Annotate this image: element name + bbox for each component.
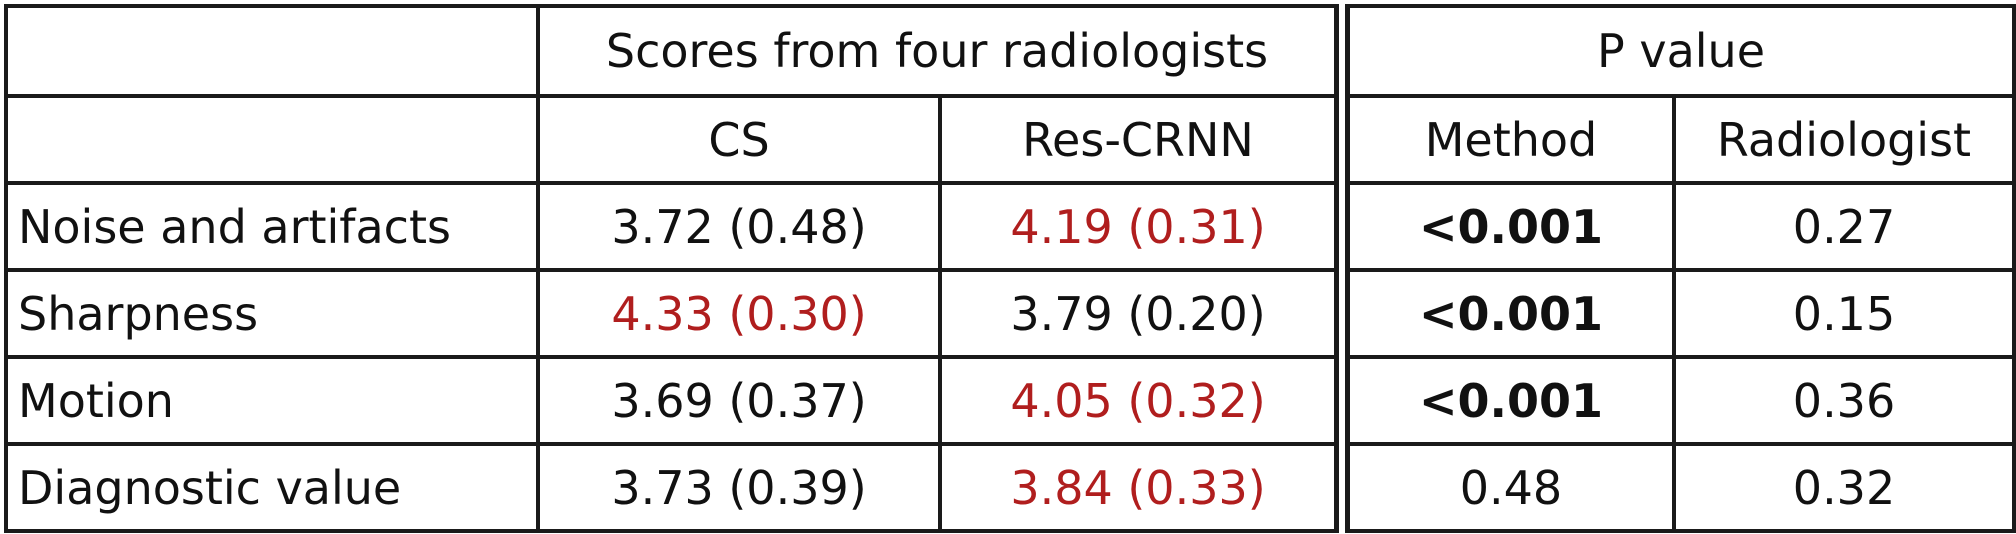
col-header-rescrnn: Res-CRNN [938, 94, 1344, 185]
p-value-group-header: P value [1333, 4, 2016, 98]
row-label: Diagnostic value [4, 442, 540, 533]
header-row-groups: Scores from four radiologists P value [4, 4, 2016, 98]
score-table: Scores from four radiologists P value CS… [4, 4, 2016, 533]
row-label: Noise and artifacts [4, 181, 540, 272]
cs-score: 3.72 (0.48) [536, 181, 942, 272]
method-p-value: <0.001 [1334, 268, 1676, 359]
rescrnn-score: 3.79 (0.20) [938, 268, 1344, 359]
table-row: Motion 3.69 (0.37) 4.05 (0.32) <0.001 0.… [4, 355, 2016, 446]
radiologist-p-value: 0.32 [1671, 442, 2016, 533]
col-header-method: Method [1334, 94, 1676, 185]
corner-cell-2 [4, 94, 540, 185]
rescrnn-score: 4.05 (0.32) [938, 355, 1344, 446]
radiologist-p-value: 0.36 [1671, 355, 2016, 446]
corner-cell [4, 4, 540, 98]
rescrnn-score: 4.19 (0.31) [938, 181, 1344, 272]
table-row: Diagnostic value 3.73 (0.39) 3.84 (0.33)… [4, 442, 2016, 533]
row-label: Motion [4, 355, 540, 446]
col-header-cs: CS [536, 94, 942, 185]
header-row-columns: CS Res-CRNN Method Radiologist [4, 94, 2016, 185]
scores-group-header: Scores from four radiologists [536, 4, 1344, 98]
cs-score: 4.33 (0.30) [536, 268, 942, 359]
cs-score: 3.69 (0.37) [536, 355, 942, 446]
cs-score: 3.73 (0.39) [536, 442, 942, 533]
method-p-value: <0.001 [1334, 181, 1676, 272]
col-header-radiologist: Radiologist [1671, 94, 2016, 185]
table-row: Sharpness 4.33 (0.30) 3.79 (0.20) <0.001… [4, 268, 2016, 359]
radiologist-p-value: 0.15 [1671, 268, 2016, 359]
row-label: Sharpness [4, 268, 540, 359]
method-p-value: 0.48 [1334, 442, 1676, 533]
table-row: Noise and artifacts 3.72 (0.48) 4.19 (0.… [4, 181, 2016, 272]
method-p-value: <0.001 [1334, 355, 1676, 446]
radiologist-p-value: 0.27 [1671, 181, 2016, 272]
rescrnn-score: 3.84 (0.33) [938, 442, 1344, 533]
